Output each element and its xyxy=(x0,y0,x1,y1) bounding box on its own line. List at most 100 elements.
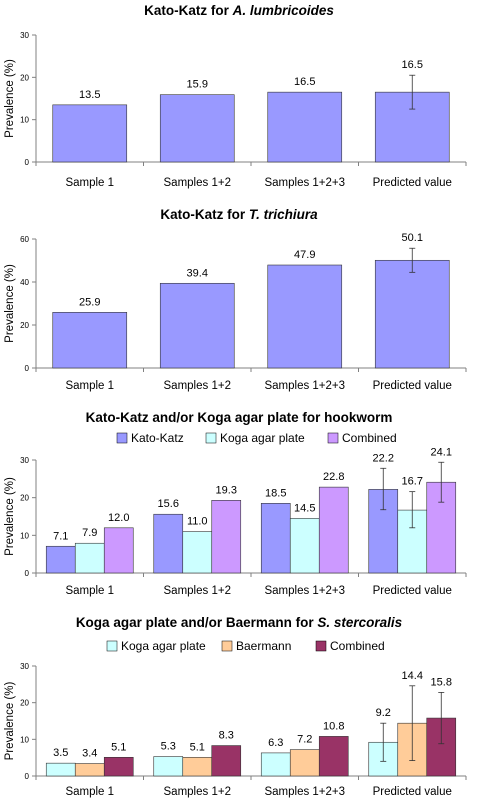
bar xyxy=(153,513,184,574)
legend-label: Kato-Katz xyxy=(131,431,184,445)
data-label: 18.5 xyxy=(265,487,286,499)
y-tick-label: 30 xyxy=(20,662,29,671)
data-label: 15.6 xyxy=(158,498,179,510)
chart-panel-4: Koga agar plate and/or Baermann for S. s… xyxy=(4,615,467,798)
chart-title: Kato-Katz and/or Koga agar plate for hoo… xyxy=(86,410,393,425)
y-tick-label: 30 xyxy=(20,456,29,465)
data-label: 7.1 xyxy=(53,530,68,542)
chart-title: Kato-Katz for A. lumbricoides xyxy=(144,3,334,18)
bar xyxy=(103,527,134,574)
x-category-label: Sample 1 xyxy=(65,585,114,597)
y-axis-label: Prevalence (%) xyxy=(4,264,16,343)
legend-label: Koga agar plate xyxy=(220,431,305,445)
chart-title-italic: S. stercoralis xyxy=(317,615,402,630)
bar xyxy=(289,518,320,574)
data-label: 5.3 xyxy=(161,741,176,753)
x-category-label: Samples 1+2+3 xyxy=(264,585,345,597)
chart-panel-3: Kato-Katz and/or Koga agar plate for hoo… xyxy=(4,410,467,597)
x-category-label: Samples 1+2 xyxy=(164,177,231,189)
data-label: 14.5 xyxy=(294,502,315,514)
bar xyxy=(52,104,128,163)
data-label: 6.3 xyxy=(268,737,283,749)
y-axis-label: Prevalence (%) xyxy=(4,477,16,556)
bar xyxy=(318,486,349,574)
chart-title-main: Koga agar plate and/or Baermann for xyxy=(76,615,318,630)
x-category-label: Predicted value xyxy=(373,177,452,189)
bar xyxy=(211,745,242,777)
bar xyxy=(374,259,450,369)
chart-title: Kato-Katz for T. trichiura xyxy=(160,207,318,222)
legend-label: Koga agar plate xyxy=(121,639,206,653)
data-label: 15.8 xyxy=(431,676,452,688)
chart-title-italic: T. trichiura xyxy=(249,207,318,222)
data-label: 9.2 xyxy=(376,707,391,719)
data-label: 7.2 xyxy=(297,734,312,746)
bar xyxy=(267,264,343,369)
bar xyxy=(182,756,213,777)
y-tick-label: 0 xyxy=(25,569,30,578)
x-category-label: Predicted value xyxy=(373,786,452,798)
x-category-label: Sample 1 xyxy=(65,177,114,189)
x-category-label: Samples 1+2 xyxy=(164,585,231,597)
y-tick-label: 10 xyxy=(20,531,29,540)
x-category-label: Samples 1+2+3 xyxy=(264,786,345,798)
chart-panel-1: Kato-Katz for A. lumbricoides 0 10 20 30 Prev… xyxy=(4,3,467,189)
legend-swatch xyxy=(205,432,217,444)
bar xyxy=(182,531,213,574)
bar xyxy=(318,736,349,777)
legend-swatch xyxy=(221,640,233,652)
y-tick-label: 0 xyxy=(25,772,30,781)
y-tick-label: 0 xyxy=(25,158,30,167)
legend-label: Combined xyxy=(330,639,385,653)
data-label: 47.9 xyxy=(294,249,315,261)
bar xyxy=(52,312,128,369)
bar xyxy=(103,756,134,777)
y-tick-label: 10 xyxy=(20,116,29,125)
x-category-label: Sample 1 xyxy=(65,786,114,798)
chart-title: Koga agar plate and/or Baermann for S. s… xyxy=(76,615,403,630)
x-category-label: Samples 1+2+3 xyxy=(264,380,345,392)
chart-title-main: Kato-Katz and/or Koga agar plate for hoo… xyxy=(86,410,393,425)
data-label: 22.8 xyxy=(323,471,344,483)
y-tick-label: 20 xyxy=(20,73,29,82)
bar xyxy=(74,763,105,777)
data-label: 50.1 xyxy=(402,232,423,244)
chart-title-main: Kato-Katz for xyxy=(144,3,233,18)
bar xyxy=(74,542,105,574)
data-label: 8.3 xyxy=(219,730,234,742)
bar xyxy=(159,94,235,163)
data-label: 10.8 xyxy=(323,720,344,732)
data-label: 5.1 xyxy=(111,741,126,753)
data-label: 16.7 xyxy=(402,476,423,488)
x-category-label: Predicted value xyxy=(373,380,452,392)
data-label: 12.0 xyxy=(108,512,129,524)
bar xyxy=(289,749,320,777)
y-tick-label: 0 xyxy=(25,364,30,373)
x-category-label: Samples 1+2 xyxy=(164,380,231,392)
bar xyxy=(211,500,242,574)
legend-swatch xyxy=(116,432,128,444)
bar xyxy=(260,752,291,777)
data-label: 22.2 xyxy=(373,452,394,464)
y-axis-label: Prevalence (%) xyxy=(4,59,16,138)
data-label: 39.4 xyxy=(187,267,208,279)
data-label: 19.3 xyxy=(216,484,237,496)
legend-swatch xyxy=(327,432,339,444)
data-label: 5.1 xyxy=(190,741,205,753)
x-category-label: Samples 1+2 xyxy=(164,786,231,798)
bar xyxy=(267,91,343,163)
legend-swatch xyxy=(315,640,327,652)
legend-swatch xyxy=(106,640,118,652)
data-label: 11.0 xyxy=(187,516,208,528)
data-label: 13.5 xyxy=(79,89,100,101)
x-category-label: Predicted value xyxy=(373,585,452,597)
data-label: 7.9 xyxy=(82,527,97,539)
data-label: 24.1 xyxy=(431,446,452,458)
y-tick-label: 60 xyxy=(20,235,29,244)
data-label: 16.5 xyxy=(402,59,423,71)
data-label: 16.5 xyxy=(294,76,315,88)
data-label: 3.5 xyxy=(53,747,68,759)
y-tick-label: 20 xyxy=(20,699,29,708)
x-category-label: Sample 1 xyxy=(65,380,114,392)
bar xyxy=(260,503,291,574)
